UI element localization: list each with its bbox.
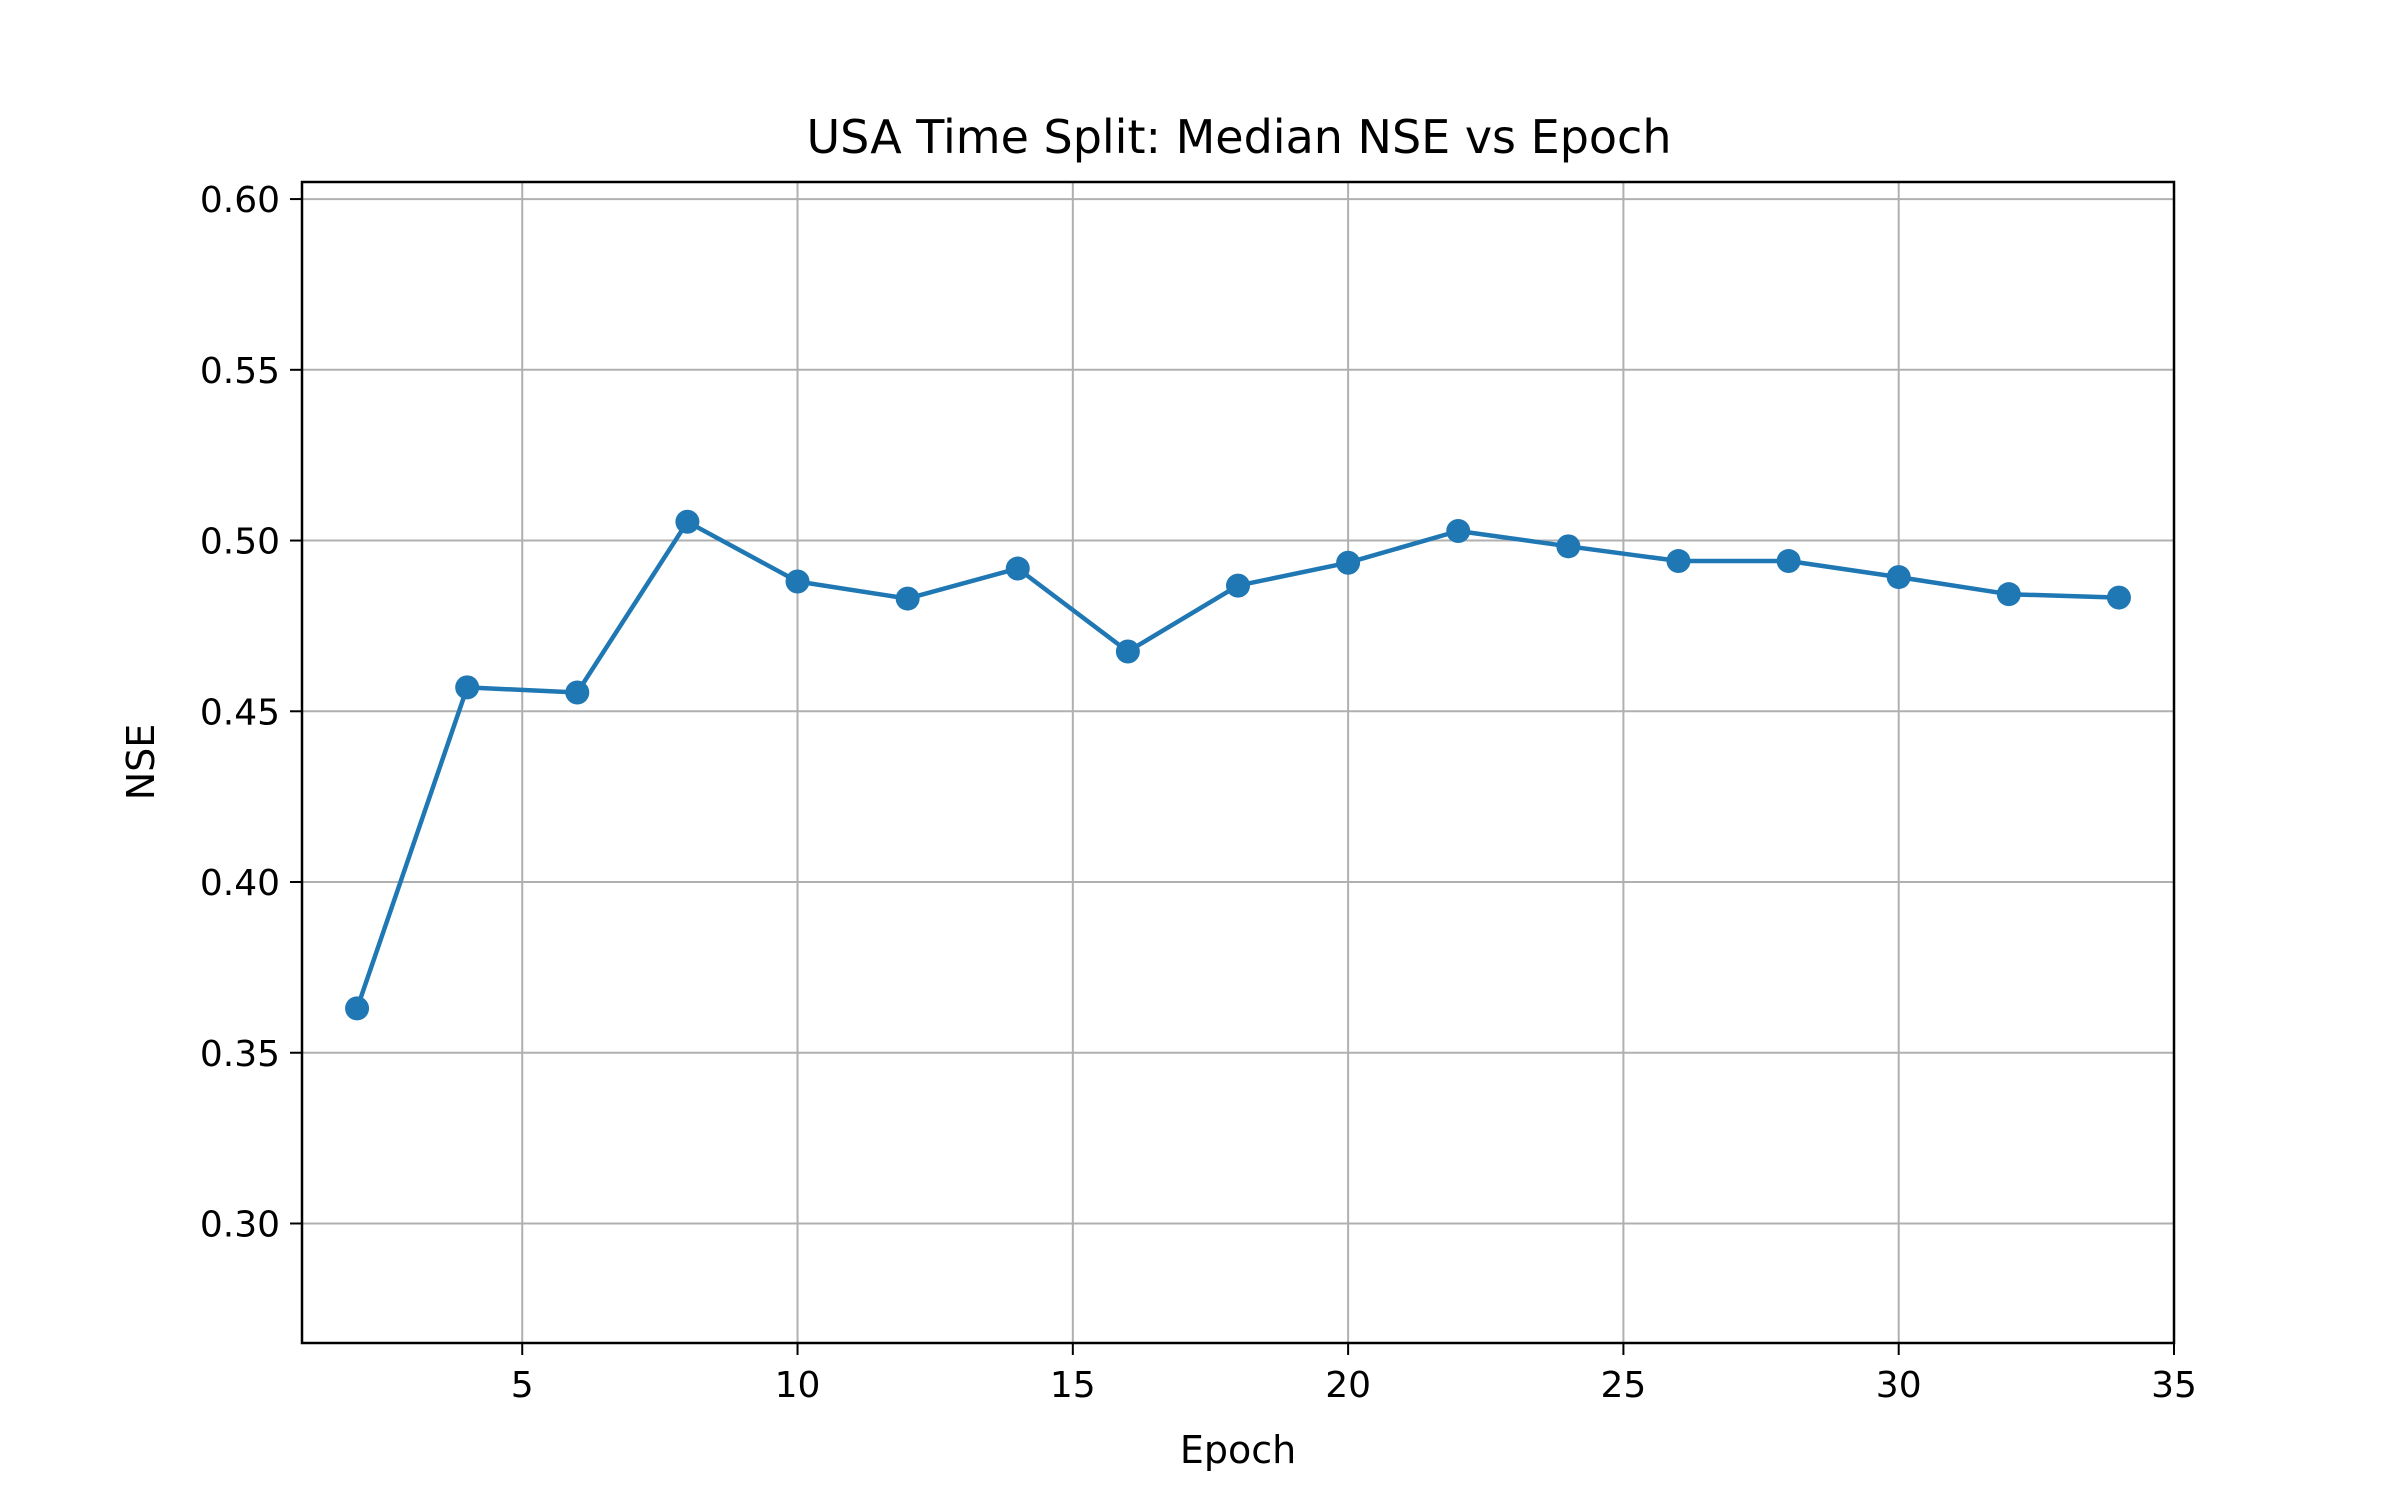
chart-title: USA Time Split: Median NSE vs Epoch (806, 110, 1671, 164)
y-tick-label: 0.30 (200, 1204, 280, 1245)
data-point (1116, 640, 1140, 664)
data-point (786, 570, 810, 594)
data-point (1777, 549, 1801, 573)
x-axis-label: Epoch (1180, 1428, 1296, 1472)
data-point (1336, 551, 1360, 575)
data-point (1556, 534, 1580, 558)
data-point (1997, 582, 2021, 606)
data-point (2107, 586, 2131, 610)
x-tick-label: 20 (1325, 1365, 1371, 1406)
x-tick-label: 25 (1601, 1365, 1647, 1406)
data-point (675, 510, 699, 534)
x-tick-label: 35 (2151, 1365, 2197, 1406)
data-point (1006, 557, 1030, 581)
y-tick-label: 0.60 (200, 180, 280, 221)
data-point (1226, 574, 1250, 598)
data-point (1446, 519, 1470, 543)
y-axis-label: NSE (119, 724, 163, 801)
x-tick-label: 30 (1876, 1365, 1922, 1406)
y-tick-label: 0.40 (200, 863, 280, 904)
y-tick-label: 0.50 (200, 522, 280, 563)
data-point (565, 680, 589, 704)
data-point (345, 996, 369, 1020)
data-point (455, 675, 479, 699)
y-tick-label: 0.55 (200, 351, 280, 392)
y-tick-label: 0.45 (200, 692, 280, 733)
data-point (1666, 549, 1690, 573)
y-tick-label: 0.35 (200, 1034, 280, 1075)
x-tick-label: 5 (511, 1365, 534, 1406)
data-point (1887, 565, 1911, 589)
x-tick-label: 15 (1050, 1365, 1096, 1406)
data-point (896, 587, 920, 611)
x-tick-label: 10 (775, 1365, 821, 1406)
